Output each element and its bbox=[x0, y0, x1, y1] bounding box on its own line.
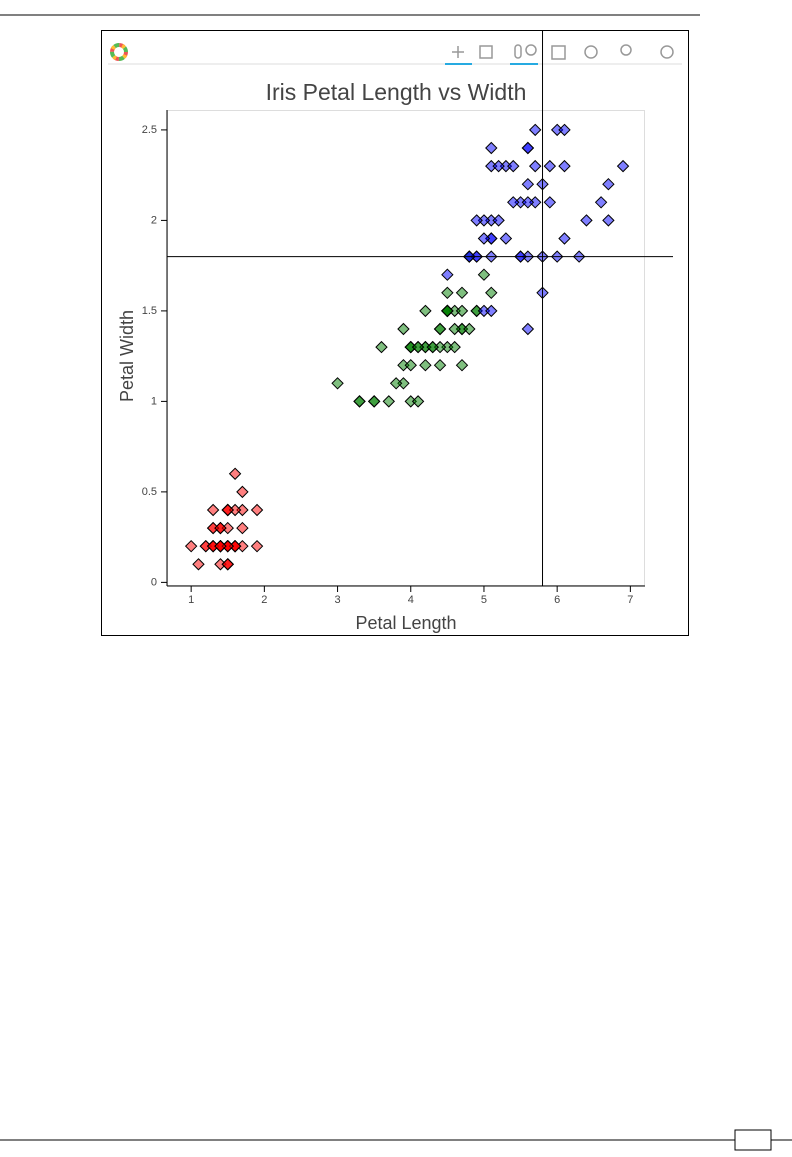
lasso-tool[interactable] bbox=[525, 44, 537, 56]
wheel-zoom-tool[interactable] bbox=[514, 44, 522, 59]
point bbox=[353, 395, 366, 408]
point bbox=[441, 286, 454, 300]
y-tick-label: 1.5 bbox=[142, 305, 157, 317]
point bbox=[411, 395, 425, 408]
point bbox=[580, 214, 593, 227]
x-tick-label: 4 bbox=[408, 594, 414, 606]
page-number-box bbox=[734, 1129, 772, 1151]
point bbox=[543, 159, 557, 173]
point bbox=[558, 232, 571, 245]
point bbox=[477, 268, 491, 281]
point bbox=[433, 322, 447, 336]
point bbox=[602, 177, 615, 191]
point bbox=[558, 123, 571, 137]
toolbar bbox=[445, 44, 674, 65]
chart-title: Iris Petal Length vs Width bbox=[266, 79, 527, 105]
x-axis-label: Petal Length bbox=[355, 613, 456, 633]
x-tick-label: 3 bbox=[334, 594, 340, 606]
point bbox=[404, 358, 417, 372]
crosshair-tool[interactable] bbox=[620, 44, 632, 56]
point bbox=[521, 196, 535, 209]
point bbox=[184, 539, 198, 553]
x-tick-label: 2 bbox=[261, 594, 267, 606]
point bbox=[250, 539, 264, 553]
point bbox=[382, 395, 396, 408]
box-zoom-tool[interactable] bbox=[479, 45, 493, 59]
point bbox=[485, 304, 498, 318]
point bbox=[441, 268, 454, 281]
reset-tool[interactable] bbox=[584, 45, 598, 59]
point bbox=[507, 196, 520, 209]
point bbox=[499, 232, 513, 245]
point bbox=[521, 141, 535, 155]
point bbox=[236, 485, 249, 499]
pan-tool[interactable] bbox=[452, 46, 464, 58]
x-tick-label: 1 bbox=[188, 594, 194, 606]
point bbox=[470, 214, 483, 227]
point bbox=[419, 358, 432, 372]
point bbox=[221, 503, 234, 517]
point bbox=[411, 340, 425, 354]
point bbox=[594, 196, 608, 209]
point bbox=[463, 322, 476, 336]
x-tick-label: 7 bbox=[627, 594, 633, 606]
help-tool[interactable] bbox=[660, 45, 674, 59]
y-tick-label: 0 bbox=[151, 576, 157, 588]
point bbox=[221, 558, 234, 571]
point bbox=[492, 214, 505, 227]
point bbox=[419, 304, 432, 318]
y-tick-label: 0.5 bbox=[142, 486, 157, 498]
point bbox=[477, 232, 491, 245]
point bbox=[441, 304, 454, 318]
point bbox=[375, 340, 388, 354]
bokeh-logo bbox=[110, 43, 128, 61]
point bbox=[433, 358, 447, 372]
point bbox=[602, 214, 615, 227]
y-tick-label: 2.5 bbox=[142, 124, 157, 136]
x-tick-label: 6 bbox=[554, 594, 560, 606]
point bbox=[485, 286, 498, 300]
point bbox=[455, 286, 469, 300]
point bbox=[528, 159, 542, 173]
point bbox=[558, 159, 571, 173]
point bbox=[389, 377, 403, 390]
point bbox=[455, 304, 469, 318]
point bbox=[214, 521, 227, 535]
point bbox=[543, 196, 557, 209]
y-tick-label: 1 bbox=[151, 395, 157, 407]
point bbox=[367, 395, 381, 408]
point bbox=[426, 340, 439, 354]
point bbox=[448, 322, 461, 336]
point bbox=[448, 340, 461, 354]
plot-frame bbox=[101, 30, 689, 636]
point bbox=[206, 503, 220, 517]
point bbox=[528, 123, 542, 137]
point bbox=[616, 159, 630, 173]
y-axis-label: Petal Width bbox=[117, 310, 137, 402]
point bbox=[331, 377, 344, 390]
point bbox=[521, 322, 535, 336]
save-tool[interactable] bbox=[551, 45, 566, 60]
point bbox=[250, 503, 264, 517]
x-tick-label: 5 bbox=[481, 594, 487, 606]
point bbox=[485, 141, 498, 155]
point bbox=[192, 558, 205, 571]
point bbox=[228, 467, 242, 480]
point bbox=[236, 521, 249, 535]
point bbox=[455, 358, 469, 372]
point bbox=[397, 322, 410, 336]
point bbox=[492, 159, 505, 173]
point bbox=[507, 159, 520, 173]
y-tick-label: 2 bbox=[151, 214, 157, 226]
point bbox=[214, 539, 227, 553]
point bbox=[521, 177, 535, 191]
